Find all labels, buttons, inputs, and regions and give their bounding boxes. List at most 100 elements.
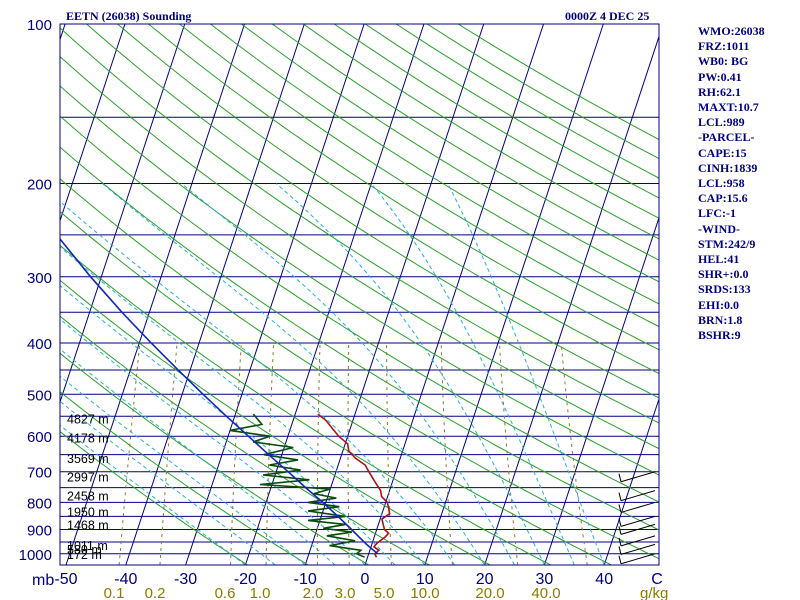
index-item: LCL:989 (698, 115, 745, 130)
mixing-ratio-label: 0.6 (215, 585, 236, 600)
isotherm-line (244, 24, 425, 565)
plot-frame (59, 23, 660, 566)
moist-adiabat-line (60, 318, 366, 565)
isotherm-line (304, 24, 485, 565)
moist-adiabat-line (60, 246, 426, 565)
dry-adiabat-line (60, 244, 552, 565)
mixing-ratio-line (440, 342, 453, 565)
index-item: CAP:15.6 (698, 191, 748, 206)
dry-adiabat-line (60, 430, 248, 565)
isotherm-line (603, 397, 659, 565)
pressure-tick-label: 900 (27, 523, 52, 540)
pressure-unit-label: mb (32, 572, 54, 589)
mixing-ratio-label: 2.0 (303, 585, 324, 600)
temperature-tick-label: -50 (54, 571, 77, 588)
index-item: RH:62.1 (698, 84, 741, 99)
moist-adiabat-line (102, 183, 486, 565)
sounding-series (60, 237, 391, 558)
wind-barb-flag (618, 526, 622, 535)
wind-barb-shaft (620, 471, 656, 483)
index-item: -PARCEL- (698, 130, 755, 145)
mixing-ratio-line (498, 342, 519, 565)
dry-adiabat-line (148, 24, 659, 351)
isotherm-line (60, 24, 186, 404)
isotherm-line (60, 24, 126, 223)
moist-adiabat-line (60, 424, 246, 565)
wind-barb-flag (618, 518, 622, 527)
mixing-ratio-label: 10.0 (410, 585, 439, 600)
isotherm-line (424, 24, 604, 565)
wind-barb-shaft (620, 553, 656, 565)
dry-adiabat-line (60, 352, 370, 565)
height-label: 1011 m (67, 539, 108, 553)
mixing-ratio-line (386, 343, 392, 565)
mixing-ratio-label: 20.0 (475, 585, 504, 600)
index-item: CAPE:15 (698, 145, 747, 160)
wind-barb-flag (618, 492, 622, 501)
wind-barb-shaft (620, 523, 656, 535)
temperature-tick-label: -10 (294, 571, 317, 588)
index-item: MAXT:10.7 (698, 100, 759, 115)
temperature-tick-label: -20 (234, 571, 257, 588)
index-item: WB0: BG (698, 54, 749, 69)
index-item: PW:0.41 (698, 69, 742, 84)
index-item: LFC:-1 (698, 206, 736, 221)
index-item: STM:242/9 (698, 236, 756, 251)
wind-barb-shaft (620, 515, 656, 527)
index-item: CINH:1839 (698, 160, 758, 175)
mixing-ratio-unit-label: g/kg (640, 585, 668, 600)
index-item: LCL:958 (698, 176, 745, 191)
dry-adiabat-line (60, 85, 659, 476)
height-label: 4827 m (67, 412, 109, 426)
index-item: BRN:1.8 (698, 312, 743, 327)
temperature-tick-label: -40 (114, 571, 137, 588)
wind-barb-flag (618, 504, 622, 513)
temperature-tick-label: 30 (536, 571, 554, 588)
height-label: 2997 m (67, 470, 109, 484)
temperature-tick-label: 10 (416, 571, 434, 588)
height-label: 1950 m (67, 505, 109, 519)
mixing-ratio-label: 0.2 (145, 585, 166, 600)
height-label: 3569 m (67, 452, 109, 466)
background-grid (0, 24, 659, 565)
height-label: 2458 m (67, 489, 109, 503)
pressure-tick-label: 1000 (19, 547, 52, 564)
indices-panel: WMO:26038 FRZ:1011 WB0: BG PW:0.41 RH:62.1 MA… (698, 24, 798, 343)
height-label: 580 m (67, 543, 102, 557)
temperature-unit-label: C (651, 571, 663, 588)
moist-adiabat-line (60, 348, 336, 565)
wind-barb-flag (618, 546, 622, 555)
dry-adiabat-line (117, 24, 659, 375)
moist-adiabat-line (60, 200, 456, 565)
moist-adiabat-line (370, 183, 575, 565)
mixing-ratio-label: 0.1 (104, 585, 125, 600)
parcel-line (60, 237, 379, 555)
temperature-line (317, 413, 391, 558)
moist-adiabat-line (60, 375, 306, 565)
temperature-tick-label: -30 (174, 571, 197, 588)
temperature-tick-label: 40 (595, 571, 613, 588)
dry-adiabat-line (60, 146, 659, 531)
dry-adiabat-line (60, 27, 659, 424)
mixing-ratio-label: 5.0 (374, 585, 395, 600)
mixing-ratio-label: 40.0 (531, 585, 560, 600)
isotherm-line (0, 24, 5, 565)
isotherm-line (60, 24, 66, 42)
isotherm-line (125, 24, 305, 565)
moist-adiabat-line (60, 400, 276, 565)
mixing-ratio-line (560, 342, 588, 565)
dewpoint-line (229, 413, 365, 558)
dry-adiabat-line (60, 55, 659, 450)
temperature-tick-label: 20 (476, 571, 494, 588)
dry-adiabat-line (241, 24, 659, 283)
mixing-ratio-line (347, 342, 350, 565)
pressure-tick-label: 200 (27, 176, 52, 193)
mixing-ratio-line (265, 342, 275, 565)
moist-adiabat-line (447, 183, 605, 565)
index-item: FRZ:1011 (698, 39, 750, 54)
wind-barb-flag (618, 473, 622, 482)
index-item: WMO:26038 (698, 24, 765, 38)
index-item: SHR+:0.0 (698, 267, 749, 282)
wind-barbs (618, 471, 656, 565)
